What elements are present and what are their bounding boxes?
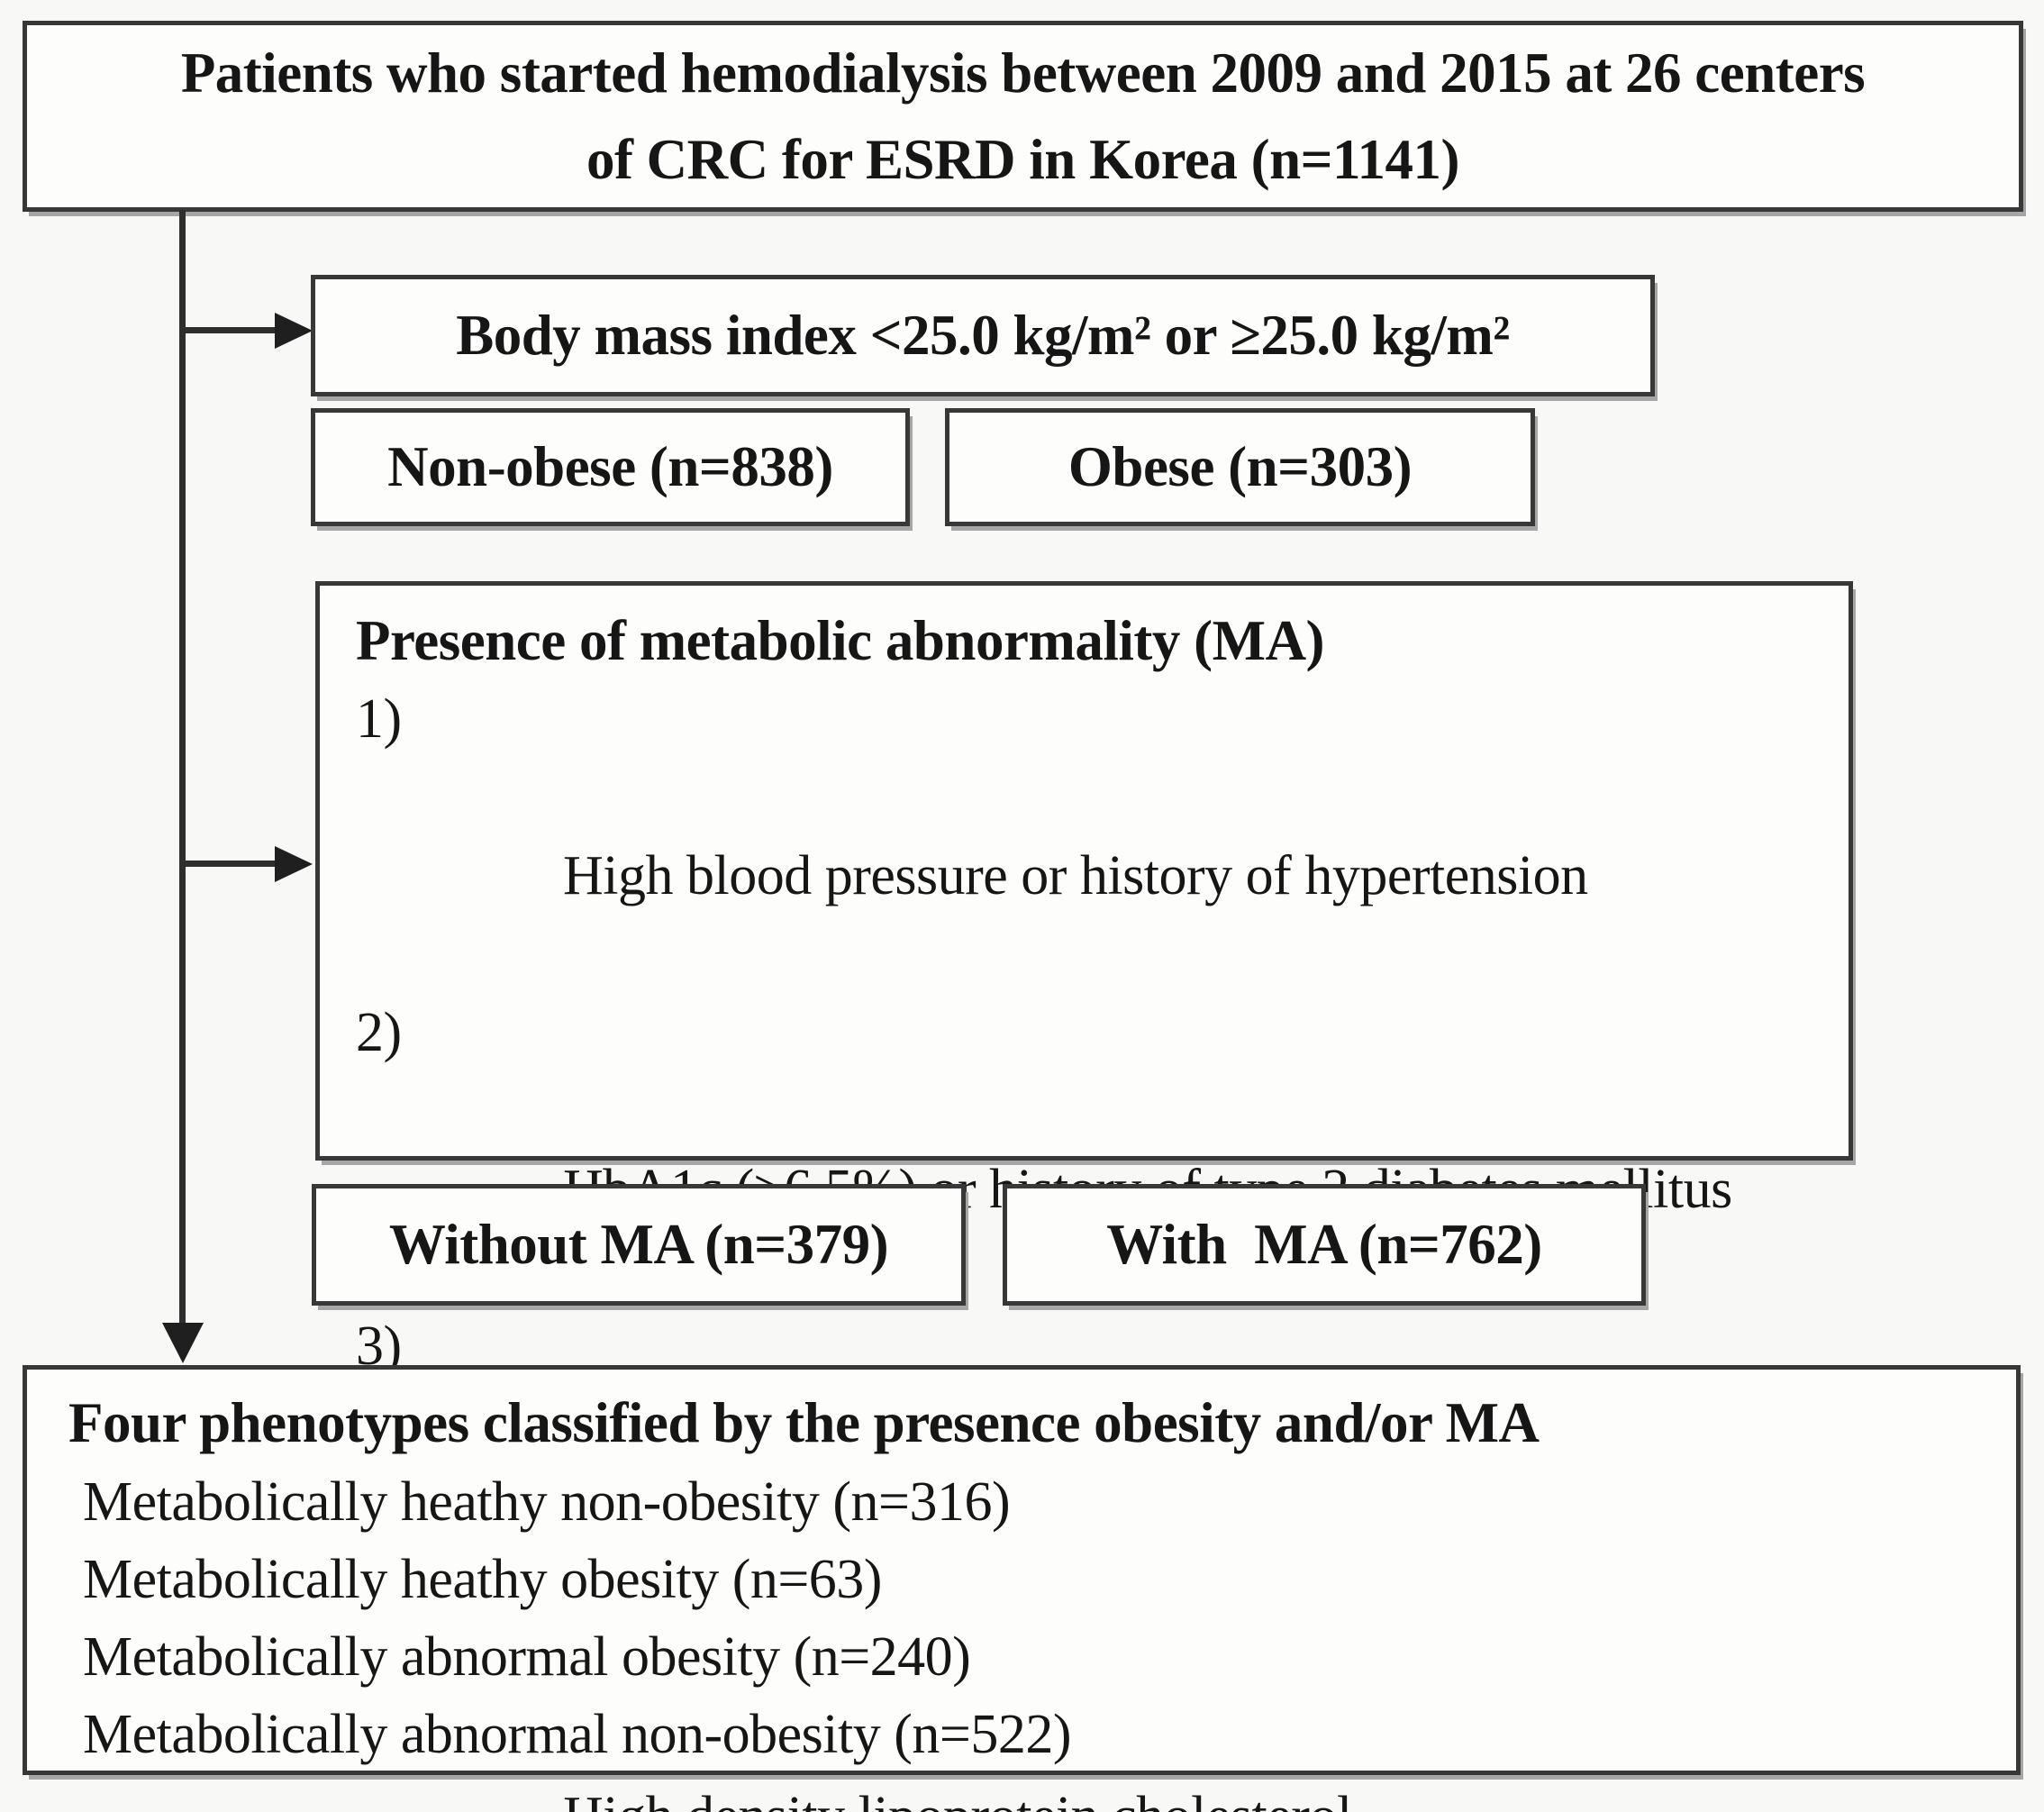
non-obese-label: Non-obese (n=838) <box>387 434 833 498</box>
patients-line-1: Patients who started hemodialysis betwee… <box>180 41 1866 105</box>
box-with-ma: With MA (n=762) <box>1003 1184 1646 1306</box>
box-non-obese: Non-obese (n=838) <box>311 408 910 526</box>
without-ma-label: Without MA (n=379) <box>388 1212 889 1276</box>
box-without-ma: Without MA (n=379) <box>312 1184 966 1306</box>
arrowhead-right-ma-icon <box>275 846 313 882</box>
ma-title: Presence of metabolic abnormality (MA) <box>356 609 1325 672</box>
ma-item-1-text: High blood pressure or history of hypert… <box>563 845 1588 906</box>
patients-line-2: of CRC for ESRD in Korea (n=1141) <box>586 128 1460 191</box>
ma-item-1: 1) High blood pressure or history of hyp… <box>356 680 1827 994</box>
phenotype-item-2: Metabolically heathy obesity (n=63) <box>83 1549 882 1610</box>
phenotype-item-3: Metabolically abnormal obesity (n=240) <box>83 1626 971 1688</box>
with-ma-label: With MA (n=762) <box>1106 1212 1542 1276</box>
arrowhead-right-bmi-icon <box>275 313 313 349</box>
phenotype-item-4: Metabolically abnormal non-obesity (n=52… <box>83 1704 1071 1765</box>
ma-item-1-number: 1) <box>356 688 402 750</box>
ma-item-2-number: 2) <box>356 1002 402 1063</box>
obese-label: Obese (n=303) <box>1067 434 1413 498</box>
ma-item-4-text: High density lipoprotein cholesterol <box>563 1786 1352 1812</box>
box-bmi: Body mass index <25.0 kg/m² or ≥25.0 kg/… <box>311 275 1655 396</box>
connector-main-vertical <box>179 210 186 1325</box>
box-metabolic-abnormality: Presence of metabolic abnormality (MA) 1… <box>315 581 1853 1812</box>
arrowhead-down-icon <box>162 1323 204 1363</box>
phenotype-item-1: Metabolically heathy non-obesity (n=316) <box>83 1471 1011 1533</box>
box-obese: Obese (n=303) <box>945 408 1535 526</box>
phenotypes-title: Four phenotypes classified by the presen… <box>68 1391 1540 1454</box>
connector-ma-branch <box>182 860 277 867</box>
connector-bmi-branch <box>182 327 277 333</box>
box-phenotypes: Four phenotypes classified by the presen… <box>23 1365 2021 1775</box>
box-patients: Patients who started hemodialysis betwee… <box>23 21 2023 212</box>
bmi-label: Body mass index <25.0 kg/m² or ≥25.0 kg/… <box>456 303 1510 367</box>
